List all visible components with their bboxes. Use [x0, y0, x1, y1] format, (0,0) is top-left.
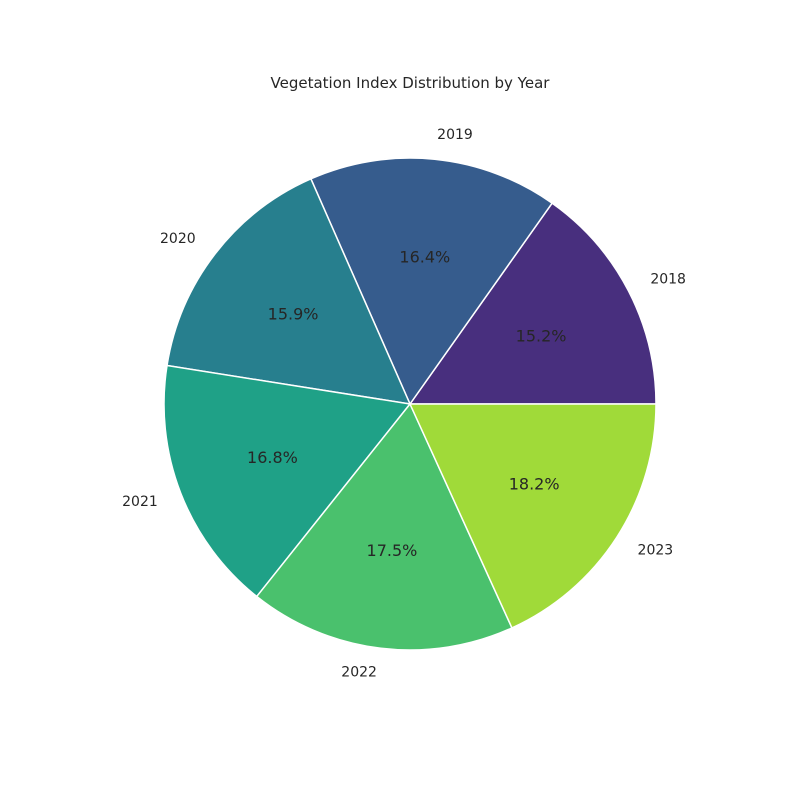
pie-slice-2022 [256, 403, 513, 651]
percent-label-2022: 17.5% [367, 541, 418, 560]
pie-slice-2021 [163, 364, 411, 598]
pie-slice-2023 [409, 403, 657, 629]
slice-label-2022: 2022 [341, 665, 377, 681]
percent-label-2020: 15.9% [268, 304, 319, 323]
chart-title: Vegetation Index Distribution by Year [271, 74, 551, 92]
slice-label-2023: 2023 [638, 542, 674, 558]
pie-slices [163, 157, 657, 651]
slice-label-2019: 2019 [437, 127, 473, 143]
percent-label-2021: 16.8% [247, 448, 298, 467]
percent-label-2018: 15.2% [516, 327, 567, 346]
pie-slice-2019 [310, 157, 553, 405]
percent-label-2023: 18.2% [509, 474, 560, 493]
pie-slice-2018 [409, 202, 657, 405]
slice-label-2020: 2020 [160, 231, 196, 247]
pie-labels: 2018 15.2% 2019 16.4% 2020 15.9% 2021 16.8% 2022… [122, 127, 686, 681]
pie-slice-2020 [166, 178, 411, 405]
slice-label-2018: 2018 [650, 272, 686, 288]
percent-label-2019: 16.4% [399, 248, 450, 267]
slice-label-2021: 2021 [122, 494, 158, 510]
